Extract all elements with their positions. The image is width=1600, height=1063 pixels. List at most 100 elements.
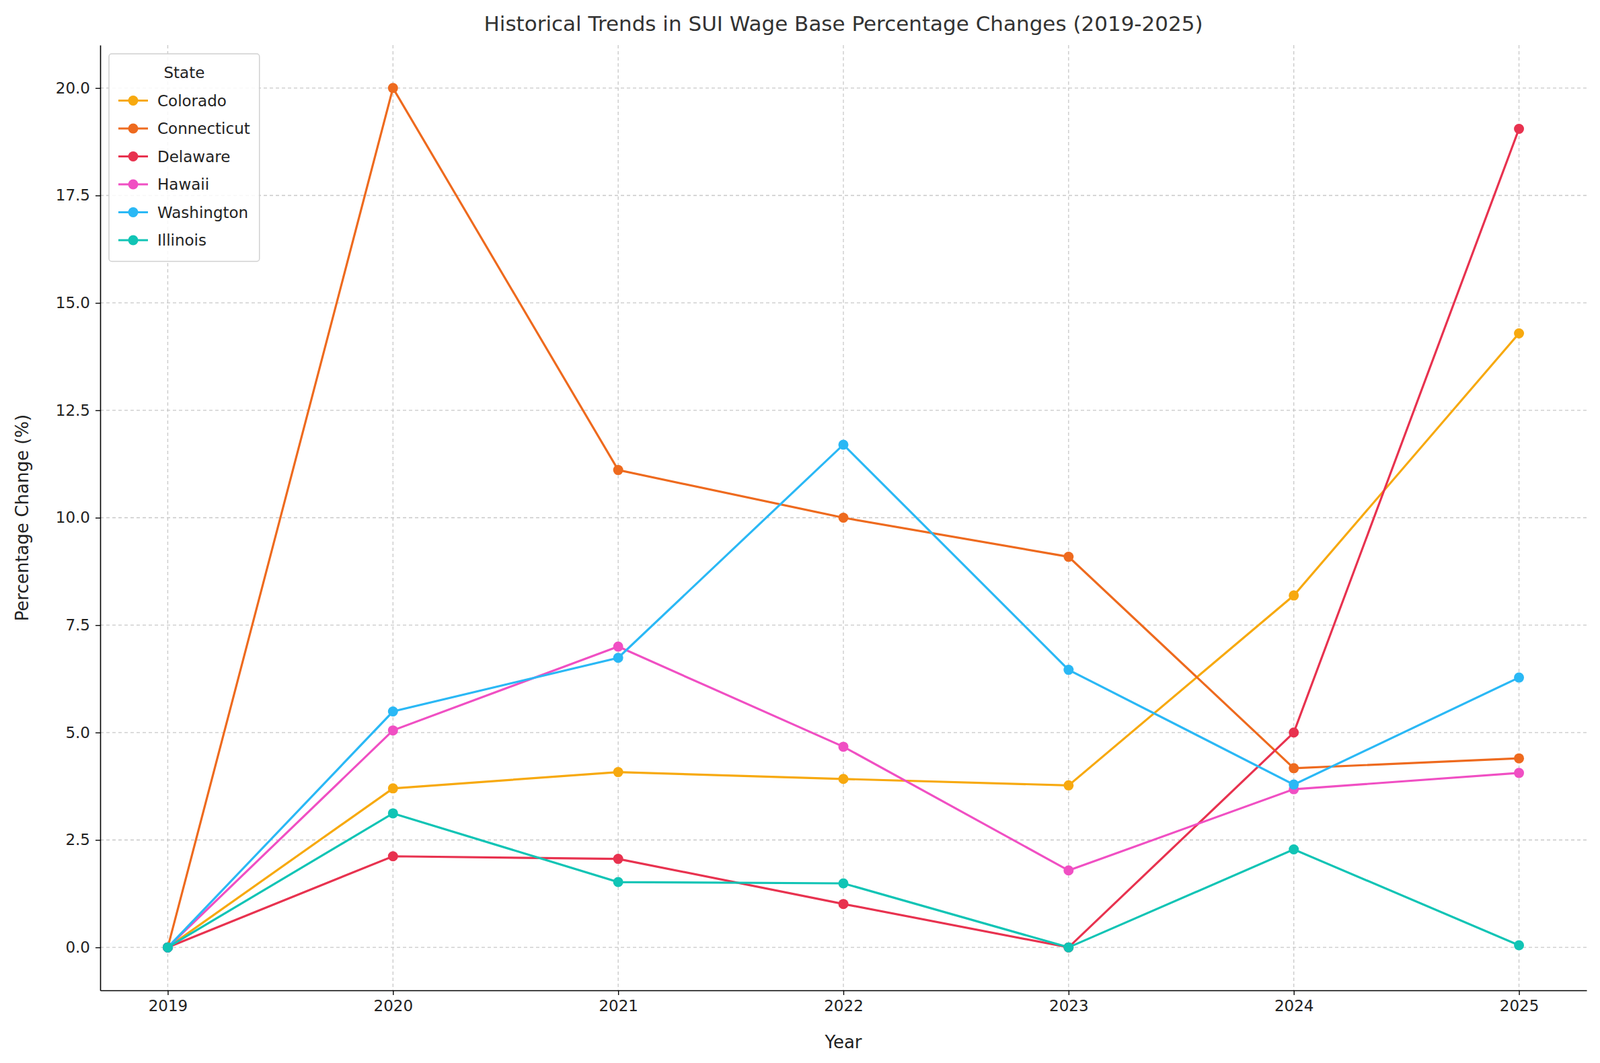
marker	[613, 877, 624, 888]
tick-label: 7.5	[65, 616, 91, 634]
grid-line	[100, 731, 1587, 733]
legend-marker	[128, 179, 139, 190]
legend-entry: Connecticut	[118, 119, 251, 138]
tick-label: 2024	[1274, 996, 1315, 1015]
legend-label: Colorado	[157, 92, 227, 110]
tick: 20.0	[55, 79, 101, 97]
legend-entry: Delaware	[118, 147, 231, 166]
tick-mark	[167, 989, 169, 995]
marker	[1063, 551, 1074, 562]
grid-line	[100, 946, 1587, 947]
marker	[388, 782, 399, 793]
legend-marker	[128, 235, 139, 246]
tick-mark	[1068, 989, 1070, 995]
series-line	[167, 88, 1519, 947]
tick-mark	[95, 839, 101, 841]
tick-mark	[1518, 989, 1520, 995]
tick-mark	[95, 88, 101, 89]
marker	[1288, 779, 1299, 790]
marker	[613, 641, 624, 652]
series-line	[167, 646, 1519, 947]
tick: 10.0	[55, 508, 101, 526]
tick-mark	[95, 410, 101, 411]
tick-label: 2025	[1499, 996, 1540, 1015]
series-line	[167, 813, 1519, 947]
marker	[388, 706, 399, 717]
tick-label: 0.0	[65, 938, 91, 956]
tick-label: 17.5	[55, 186, 91, 204]
tick: 15.0	[55, 293, 101, 312]
chart: 20192020202120222023202420250.02.55.07.5…	[0, 0, 1600, 1063]
marker	[162, 942, 173, 953]
legend-marker	[128, 207, 139, 218]
legend-box	[108, 53, 260, 262]
marker	[613, 464, 624, 475]
marker	[838, 773, 849, 784]
tick-label: 2023	[1049, 996, 1089, 1015]
tick-label: 15.0	[55, 293, 91, 312]
marker	[1513, 672, 1525, 683]
marker	[1063, 942, 1074, 953]
grid-line	[100, 195, 1587, 196]
tick-label: 2020	[373, 996, 414, 1015]
marker	[1288, 590, 1299, 601]
legend: State Colorado Connecticut Delaware Hawaii Wa…	[108, 53, 260, 262]
marker	[162, 942, 173, 953]
y-axis: 0.02.55.07.510.012.515.017.520.0	[55, 45, 101, 991]
marker	[1513, 753, 1525, 764]
tick: 2025	[1499, 989, 1540, 1015]
tick-label: 10.0	[55, 508, 91, 526]
marker	[838, 741, 849, 752]
grid-line	[100, 624, 1587, 626]
tick-mark	[843, 989, 845, 995]
tick: 0.0	[65, 938, 101, 956]
marker	[613, 853, 624, 864]
legend-label: Hawaii	[157, 175, 210, 194]
marker	[1063, 664, 1074, 675]
legend-label: Washington	[157, 203, 249, 222]
series-line	[167, 333, 1519, 948]
legend-entry: Illinois	[118, 231, 207, 249]
marker	[388, 850, 399, 861]
x-axis: 2019 2020 2021 2022 2023 2024 2025	[100, 989, 1588, 1015]
tick-mark	[95, 946, 101, 948]
marker	[613, 652, 624, 663]
marker	[838, 898, 849, 909]
legend-marker	[128, 151, 139, 162]
marker	[1513, 123, 1525, 134]
marker	[1063, 780, 1074, 791]
tick-label: 20.0	[55, 79, 91, 97]
tick-label: 2019	[148, 996, 189, 1015]
marker	[838, 877, 849, 888]
marker	[1513, 328, 1525, 339]
tick-mark	[95, 732, 101, 734]
tick-mark	[392, 989, 394, 995]
tick-label: 2022	[823, 996, 864, 1015]
marker	[1288, 844, 1299, 855]
tick-label: 12.5	[55, 401, 91, 419]
legend-marker	[128, 123, 139, 134]
legend-label: Delaware	[157, 147, 231, 166]
tick: 2021	[598, 989, 639, 1015]
marker	[1288, 762, 1299, 773]
series-layer	[162, 82, 1525, 952]
legend-title: State	[163, 63, 205, 82]
legend-label: Illinois	[157, 231, 207, 249]
tick-mark	[95, 302, 101, 304]
series-line	[167, 129, 1519, 948]
marker	[388, 807, 399, 818]
tick-mark	[95, 195, 101, 196]
tick: 2.5	[65, 830, 101, 849]
tick: 2024	[1274, 989, 1315, 1015]
marker	[388, 82, 399, 93]
marker	[1063, 864, 1074, 875]
marker	[162, 942, 173, 953]
marker	[1513, 767, 1525, 778]
marker	[162, 942, 173, 953]
tick-mark	[1293, 989, 1294, 995]
marker	[162, 942, 173, 953]
marker	[613, 766, 624, 777]
tick: 7.5	[65, 616, 101, 634]
tick: 2023	[1049, 989, 1089, 1015]
legend-entry: Washington	[118, 203, 249, 222]
